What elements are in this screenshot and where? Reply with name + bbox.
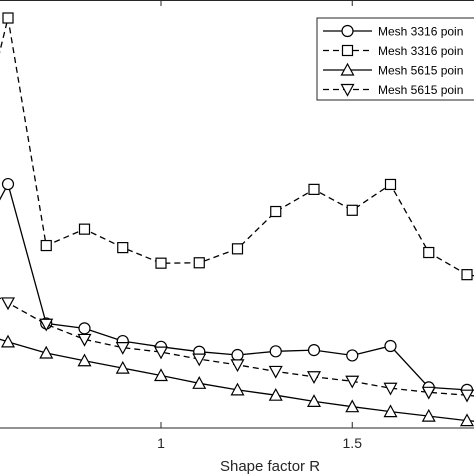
legend-label: Mesh 5615 poin <box>378 64 463 78</box>
series-3-point <box>421 408 436 422</box>
series-2-point <box>461 269 473 281</box>
series-2-point <box>155 257 167 269</box>
series-1-point <box>231 348 244 362</box>
series-3-point <box>306 394 322 407</box>
x-ticks: 1 1.5 <box>157 0 362 451</box>
legend-label: Mesh 5615 poin <box>378 83 463 97</box>
legend-marker <box>341 44 354 57</box>
legend-label: Mesh 3316 poin <box>378 25 463 39</box>
x-tick-label: 1.5 <box>343 435 363 451</box>
x-tick-label: 1 <box>157 435 165 451</box>
series-3-point <box>192 376 207 389</box>
series-2-point <box>231 243 244 255</box>
series-4-point <box>115 342 130 355</box>
legend-marker <box>340 62 355 76</box>
series-2-point <box>270 205 282 218</box>
series-4-point <box>459 389 474 403</box>
series-4-point <box>77 333 92 347</box>
series-3-point <box>153 368 169 382</box>
series-4-point <box>345 375 360 389</box>
series-4-point <box>383 382 398 396</box>
series-1-point <box>346 349 359 362</box>
series-4-point <box>192 353 207 367</box>
legend-marker <box>341 24 354 38</box>
series-layer <box>0 12 474 427</box>
series-2-point <box>193 257 205 269</box>
series-2-point <box>384 178 397 191</box>
series-4-point <box>39 318 54 332</box>
series-4-point <box>268 365 283 379</box>
series-3-point <box>0 334 16 348</box>
series-4 <box>0 297 474 403</box>
series-3-point <box>77 353 92 367</box>
series-1-point <box>78 322 91 335</box>
series-2-point <box>308 183 320 195</box>
series-1-point <box>269 345 282 358</box>
series-2-point <box>2 12 14 24</box>
legend-item: Mesh 5615 poin <box>323 83 463 97</box>
series-4-point <box>153 346 169 360</box>
series-2-point <box>78 223 91 235</box>
series-2 <box>0 12 474 281</box>
legend-item: Mesh 5615 poin <box>323 62 463 78</box>
series-2-point <box>40 239 52 252</box>
legend-item: Mesh 3316 poin <box>323 44 463 58</box>
series-4-point <box>421 386 436 400</box>
series-4-line <box>0 297 474 397</box>
series-3-point <box>230 382 245 396</box>
series-4-point <box>230 359 245 373</box>
series-3-point <box>345 399 360 413</box>
series-3 <box>0 334 474 427</box>
axes <box>0 0 474 429</box>
series-1-point <box>384 339 397 353</box>
series-3-point <box>459 413 474 427</box>
series-1-point <box>307 344 321 357</box>
legend-marker <box>340 83 355 97</box>
x-axis-label: Shape factor R <box>220 458 320 474</box>
series-2-point <box>346 204 358 216</box>
series-3-line <box>0 338 474 422</box>
series-1-point <box>1 177 15 191</box>
series-3-point <box>39 345 54 359</box>
series-2-point <box>423 246 435 259</box>
legend-label: Mesh 3316 poin <box>378 44 463 58</box>
series-4-point <box>306 371 322 385</box>
series-3-point <box>115 360 130 374</box>
series-3-point <box>268 387 283 401</box>
series-4-point <box>0 297 16 311</box>
series-2-point <box>117 242 129 254</box>
series-3-point <box>383 404 398 418</box>
legend: Mesh 3316 poin Mesh 3316 poin Mesh 5615 po… <box>316 17 474 101</box>
legend-item: Mesh 3316 poin <box>323 25 463 39</box>
